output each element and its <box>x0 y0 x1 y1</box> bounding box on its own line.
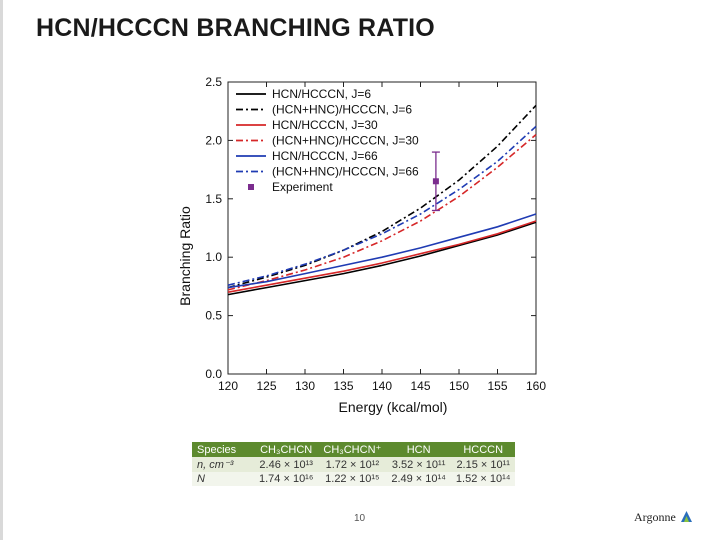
argonne-logo: Argonne <box>634 508 694 530</box>
y-tick-label: 2.0 <box>205 133 222 147</box>
y-axis-label: Branching Ratio <box>177 206 193 306</box>
y-tick-label: 0.0 <box>205 367 222 381</box>
legend-label: (HCN+HNC)/HCCCN, J=66 <box>272 165 419 179</box>
table-header-ch3chcn: CH₃CHCN <box>254 442 319 457</box>
table-header-ch3chcn-plus: CH₃CHCN⁺ <box>318 442 387 457</box>
table-cell: 1.74 × 10¹⁶ <box>254 472 319 486</box>
x-tick-label: 140 <box>372 379 392 393</box>
y-tick-label: 1.0 <box>205 250 222 264</box>
y-tick-label: 0.5 <box>205 309 222 323</box>
table-cell: N <box>192 472 254 486</box>
legend-label: HCN/HCCCN, J=6 <box>272 87 371 101</box>
x-axis-ticks: 120 125 130 135 140 145 150 155 160 <box>218 82 546 393</box>
page-number: 10 <box>354 513 366 524</box>
table-cell: n, cm⁻³ <box>192 457 254 472</box>
table-row: n, cm⁻³ 2.46 × 10¹³ 1.72 × 10¹² 3.52 × 1… <box>192 457 516 472</box>
legend-label: HCN/HCCCN, J=30 <box>272 118 378 132</box>
table-cell: 2.46 × 10¹³ <box>254 457 319 472</box>
experiment-group <box>431 151 440 212</box>
x-tick-label: 150 <box>449 379 469 393</box>
legend-marker <box>248 184 254 190</box>
legend-label: HCN/HCCCN, J=66 <box>272 149 378 163</box>
x-tick-label: 130 <box>295 379 315 393</box>
legend-label: Experiment <box>272 180 333 194</box>
legend-label: (HCN+HNC)/HCCCN, J=30 <box>272 134 419 148</box>
table-cell: 2.49 × 10¹⁴ <box>386 472 451 486</box>
y-axis-ticks: 0.0 0.5 1.0 1.5 2.0 2.5 <box>205 75 536 381</box>
table-header-hcn: HCN <box>386 442 451 457</box>
species-table: Species CH₃CHCN CH₃CHCN⁺ HCN HCCCN n, cm… <box>192 442 516 486</box>
table-cell: 1.52 × 10¹⁴ <box>450 472 516 486</box>
table-cell: 1.72 × 10¹² <box>318 457 387 472</box>
slide-title: HCN/HCCCN BRANCHING RATIO <box>36 14 435 42</box>
y-tick-label: 2.5 <box>205 75 222 89</box>
series-lines <box>227 104 537 296</box>
series-line-0 <box>227 221 537 296</box>
chart-legend: HCN/HCCCN, J=6(HCN+HNC)/HCCCN, J=6HCN/HC… <box>236 87 419 194</box>
x-tick-label: 155 <box>487 379 507 393</box>
x-tick-label: 120 <box>218 379 238 393</box>
table-header-row: Species CH₃CHCN CH₃CHCN⁺ HCN HCCCN <box>192 442 516 457</box>
x-tick-label: 125 <box>256 379 276 393</box>
x-tick-label: 135 <box>333 379 353 393</box>
legend-label: (HCN+HNC)/HCCCN, J=6 <box>272 103 412 117</box>
series-line-2 <box>227 220 537 293</box>
table-cell: 3.52 × 10¹¹ <box>386 457 451 472</box>
table-cell: 2.15 × 10¹¹ <box>450 457 516 472</box>
series-line-3 <box>227 133 537 291</box>
table-row: N 1.74 × 10¹⁶ 1.22 × 10¹⁵ 2.49 × 10¹⁴ 1.… <box>192 472 516 486</box>
logo-text: Argonne <box>634 510 676 524</box>
table-cell: 1.22 × 10¹⁵ <box>318 472 387 486</box>
experiment-point <box>432 178 439 185</box>
logo-mark-icon <box>681 511 692 522</box>
table-header-hcccn: HCCCN <box>450 442 516 457</box>
series-line-1 <box>227 104 537 289</box>
x-axis-label: Energy (kcal/mol) <box>339 399 448 415</box>
branching-ratio-chart: 120 125 130 135 140 145 150 155 160 0.0 0.5 1.0 1.5… <box>170 72 570 422</box>
series-line-4 <box>227 213 537 289</box>
chart-svg: 120 125 130 135 140 145 150 155 160 0.0 0.5 1.0 1.5… <box>177 75 546 415</box>
slide-left-border <box>0 0 3 540</box>
table-header-species: Species <box>192 442 254 457</box>
x-tick-label: 160 <box>526 379 546 393</box>
x-tick-label: 145 <box>410 379 430 393</box>
y-tick-label: 1.5 <box>205 192 222 206</box>
